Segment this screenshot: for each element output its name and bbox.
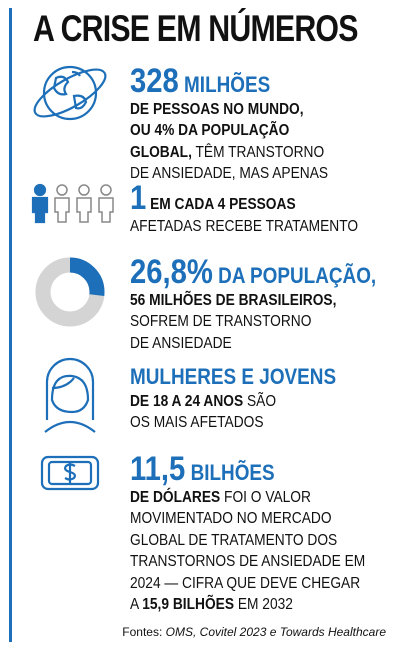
stat-line: 11,5 BILHÕES bbox=[130, 452, 365, 487]
stat-text: 328 bbox=[130, 62, 179, 100]
source-text: OMS, Covitel 2023 e Towards Healthcare bbox=[165, 625, 386, 639]
stat-text: DE 18 A 24 ANOS bbox=[130, 392, 244, 410]
stat-text: BILHÕES bbox=[185, 460, 275, 485]
stat-text: EM CADA 4 PESSOAS bbox=[146, 196, 296, 213]
stat-text: MULHERES E JOVENS bbox=[130, 364, 337, 389]
stat-text: DE ANSIEDADE bbox=[130, 334, 232, 352]
stat-line: DE ANSIEDADE bbox=[130, 333, 376, 355]
money-icon bbox=[40, 455, 100, 491]
stat-text: TÊM TRANSTORNO bbox=[191, 143, 325, 161]
stat-text: DE DÓLARES bbox=[130, 488, 221, 506]
stat-line: SOFREM DE TRANSTORNO bbox=[130, 311, 376, 333]
stat-line: GLOBAL DE TRATAMENTO DOS bbox=[130, 530, 365, 552]
stat-block: 1 EM CADA 4 PESSOAS AFETADAS RECEBE TRATA… bbox=[130, 181, 395, 238]
source-prefix: Fontes: bbox=[122, 625, 163, 639]
stat-line: DE ANSIEDADE, MAS APENAS bbox=[130, 163, 328, 185]
stat-text: 11,5 bbox=[130, 450, 186, 488]
stat-line: 56 MILHÕES DE BRASILEIROS, bbox=[130, 290, 376, 312]
stat-line: MOVIMENTADO NO MERCADO bbox=[130, 508, 365, 530]
stat-text: GLOBAL, bbox=[130, 143, 192, 161]
stat-text: TRANSTORNOS DE ANSIEDADE EM bbox=[130, 553, 366, 570]
people-icon bbox=[31, 183, 114, 224]
globe-icon bbox=[33, 65, 107, 121]
stat-text: A bbox=[130, 596, 143, 613]
stat-line: 1 EM CADA 4 PESSOAS bbox=[130, 181, 358, 216]
stat-text: OS MAIS AFETADOS bbox=[130, 414, 264, 431]
stat-text: MILHÕES bbox=[178, 72, 271, 97]
donut-arc bbox=[35, 257, 105, 327]
side-rule bbox=[9, 8, 12, 642]
stat-figure: 26,8% bbox=[130, 253, 213, 291]
stat-line: DE DÓLARES FOI O VALOR bbox=[130, 487, 365, 509]
stat-line: OU 4% DA POPULAÇÃO bbox=[130, 120, 328, 142]
stat-line: MULHERES E JOVENS bbox=[130, 366, 336, 391]
stat-text: DA POPULAÇÃO, bbox=[212, 263, 377, 288]
stat-line: GLOBAL, TÊM TRANSTORNO bbox=[130, 142, 328, 164]
stat-text: GLOBAL DE TRATAMENTO DOS bbox=[130, 531, 338, 549]
source: Fontes: OMS, Covitel 2023 e Towards Heal… bbox=[122, 625, 386, 639]
stat-text: SOFREM DE TRANSTORNO bbox=[130, 313, 312, 330]
stat-text: MOVIMENTADO NO MERCADO bbox=[130, 510, 332, 527]
stat-line: 26,8% DA POPULAÇÃO, bbox=[130, 255, 377, 290]
woman-icon bbox=[44, 357, 96, 433]
stat-line: 2024 — CIFRA QUE DEVE CHEGAR bbox=[130, 573, 365, 595]
stat-line: DE PESSOAS NO MUNDO, bbox=[130, 99, 328, 121]
stat-text: SÃO bbox=[243, 392, 277, 410]
stat-line: DE 18 A 24 ANOS SÃO bbox=[130, 391, 336, 413]
stat-text: 15,9 BILHÕES bbox=[142, 596, 235, 613]
stat-text: 56 MILHÕES DE BRASILEIROS, bbox=[130, 291, 337, 309]
stat-block: 26,8% DA POPULAÇÃO, 56 MILHÕES DE BRASILE… bbox=[130, 255, 400, 355]
stat-block: 328 MILHÕES DE PESSOAS NO MUNDO, OU 4% DA … bbox=[130, 64, 360, 185]
stat-block: 11,5 BILHÕES DE DÓLARES FOI O VALOR MOVIME… bbox=[130, 452, 400, 616]
stat-text: DE PESSOAS NO MUNDO, bbox=[130, 100, 304, 118]
stat-text: EM 2032 bbox=[234, 596, 293, 613]
stat-text: FOI O VALOR bbox=[220, 488, 311, 506]
stat-line: A 15,9 BILHÕES EM 2032 bbox=[130, 594, 365, 616]
stat-block: MULHERES E JOVENS DE 18 A 24 ANOS SÃO OS M… bbox=[130, 366, 370, 434]
stat-text: 2024 — CIFRA QUE DEVE CHEGAR bbox=[130, 574, 361, 592]
donut bbox=[35, 257, 105, 327]
stat-text: DE ANSIEDADE, MAS APENAS bbox=[130, 165, 329, 182]
stat-text: OU 4% DA POPULAÇÃO bbox=[130, 122, 290, 139]
title: A CRISE EM NÚMEROS bbox=[33, 8, 358, 49]
stat-text: AFETADAS RECEBE TRATAMENTO bbox=[130, 217, 359, 235]
stat-line: AFETADAS RECEBE TRATAMENTO bbox=[130, 216, 358, 238]
stat-line: TRANSTORNOS DE ANSIEDADE EM bbox=[130, 551, 365, 573]
stat-line: OS MAIS AFETADOS bbox=[130, 412, 336, 434]
stat-text: 1 bbox=[130, 179, 147, 217]
stat-line: 328 MILHÕES bbox=[130, 64, 328, 99]
